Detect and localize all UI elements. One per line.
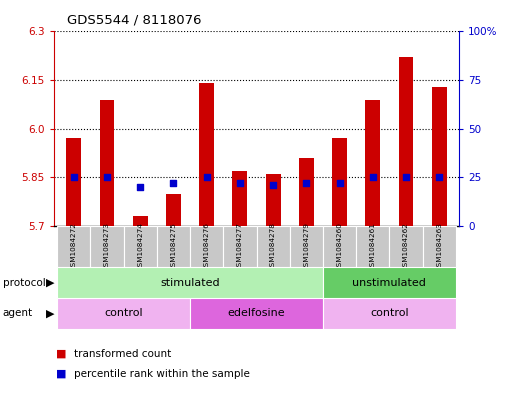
Bar (133, 216, 148, 226)
Point (103, 174, 111, 180)
Point (169, 180, 177, 186)
Bar (57, 267, 323, 298)
Bar (256, 226, 290, 267)
Text: ■: ■ (56, 369, 67, 379)
Text: GSM1084279: GSM1084279 (303, 222, 309, 271)
Text: ▶: ▶ (46, 308, 54, 318)
Text: agent: agent (3, 308, 33, 318)
Text: GSM1084260: GSM1084260 (337, 222, 343, 271)
Text: unstimulated: unstimulated (352, 277, 426, 288)
Text: GSM1084278: GSM1084278 (270, 222, 276, 271)
Bar (290, 226, 323, 267)
Bar (232, 171, 247, 226)
Bar (323, 226, 356, 267)
Bar (389, 226, 423, 267)
Point (136, 184, 144, 190)
Bar (66, 138, 81, 226)
Text: GSM1084273: GSM1084273 (104, 222, 110, 271)
Bar (332, 138, 347, 226)
Text: GSM1084261: GSM1084261 (370, 222, 376, 271)
Bar (157, 226, 190, 267)
Text: GSM1084263: GSM1084263 (436, 222, 442, 271)
Point (402, 174, 410, 180)
Bar (423, 226, 456, 267)
Point (269, 182, 277, 188)
Bar (190, 226, 223, 267)
Bar (223, 226, 256, 267)
Bar (299, 158, 314, 226)
Bar (190, 298, 323, 329)
Text: GSM1084274: GSM1084274 (137, 222, 143, 271)
Text: control: control (370, 308, 409, 318)
Bar (323, 298, 456, 329)
Text: edelfosine: edelfosine (228, 308, 285, 318)
Text: percentile rank within the sample: percentile rank within the sample (74, 369, 250, 379)
Point (203, 174, 211, 180)
Point (336, 180, 344, 186)
Text: protocol: protocol (3, 277, 45, 288)
Text: GDS5544 / 8118076: GDS5544 / 8118076 (67, 14, 201, 27)
Text: GSM1084272: GSM1084272 (71, 222, 77, 271)
Point (435, 174, 443, 180)
Bar (124, 226, 157, 267)
Text: GSM1084276: GSM1084276 (204, 222, 210, 271)
Bar (199, 83, 214, 226)
Bar (57, 226, 90, 267)
Bar (166, 193, 181, 226)
Point (369, 174, 377, 180)
Point (236, 180, 244, 186)
Point (70, 174, 78, 180)
Bar (57, 298, 190, 329)
Bar (323, 267, 456, 298)
Bar (399, 57, 413, 226)
Bar (432, 86, 447, 226)
Text: control: control (104, 308, 143, 318)
Text: ▶: ▶ (46, 277, 54, 288)
Text: GSM1084277: GSM1084277 (237, 222, 243, 271)
Bar (365, 99, 380, 226)
Point (302, 180, 310, 186)
Text: transformed count: transformed count (74, 349, 172, 359)
Bar (266, 174, 281, 226)
Bar (90, 226, 124, 267)
Text: GSM1084275: GSM1084275 (170, 222, 176, 271)
Bar (356, 226, 389, 267)
Text: stimulated: stimulated (160, 277, 220, 288)
Bar (100, 99, 114, 226)
Text: ■: ■ (56, 349, 67, 359)
Text: GSM1084262: GSM1084262 (403, 222, 409, 271)
